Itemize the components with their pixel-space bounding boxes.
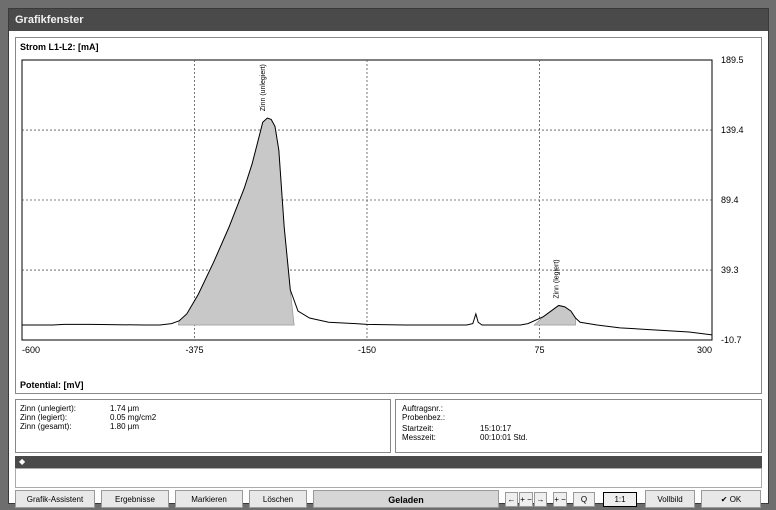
peak-fill-area [178,117,295,326]
results-panel: Zinn (unlegiert): 1.74 µm Zinn (legiert)… [15,399,391,453]
result-label: Zinn (legiert): [20,413,68,422]
info-label: Messzeit: [402,433,436,442]
info-value: 15:10:17 [480,424,512,433]
info-value: 00:10:01 Std. [480,433,528,442]
y-tick-label: 139.4 [721,125,744,135]
x-tick-label: -600 [22,345,40,355]
chart-svg[interactable]: -600 -375 -150 75 300 189.5 139.4 89.4 39.3 -10.7… [16,38,761,393]
result-label: Zinn (unlegiert): [20,404,77,413]
chart-panel: -600 -375 -150 75 300 189.5 139.4 89.4 39.3 -10.7… [15,37,762,394]
info-label: Probenbez.: [402,413,446,422]
results-button[interactable]: Ergebnisse [101,490,169,508]
ratio-1-1-button[interactable]: 1:1 [603,492,637,507]
x-tick-label: 300 [697,345,712,355]
result-value: 0.05 mg/cm2 [110,413,157,422]
result-value: 1.74 µm [110,404,140,413]
y-tick-label: 39.3 [721,265,739,275]
ok-label: OK [729,495,742,504]
y-tick-label: -10.7 [721,335,742,345]
measurement-info-panel: Auftragsnr.: Probenbez.: Startzeit: 15:1… [395,399,762,453]
x-tick-label: -150 [358,345,376,355]
y-tick-label: 189.5 [721,55,744,65]
result-value: 1.80 µm [110,422,140,431]
x-tick-label: -375 [185,345,203,355]
status-field: Geladen [313,490,499,508]
ok-button[interactable]: ✔ OK [701,490,761,508]
info-label: Auftragsnr.: [402,404,443,413]
message-area [15,468,762,488]
graph-window: Grafikfenster -600 -375 -150 75 300 189.5 139.… [8,8,769,508]
info-label: Startzeit: [402,424,434,433]
x-zoom-spinner[interactable]: + − [519,492,533,507]
window-title: Grafikfenster [9,9,768,31]
diamond-icon: ◆ [19,457,26,466]
series-line [22,117,713,336]
y-zoom-spinner[interactable]: + − [553,492,567,507]
delete-button[interactable]: Löschen [249,490,307,508]
x-axis-label: Potential: [mV] [20,380,84,390]
message-bar: ◆ [15,456,762,468]
y-tick-label: 89.4 [721,195,739,205]
checkmark-icon: ✔ [720,495,728,504]
arrow-right-icon[interactable]: → [534,492,547,507]
bottom-toolbar: Grafik-Assistent Ergebnisse Markieren Lö… [15,490,762,510]
x-tick-label: 75 [534,345,544,355]
peak-annotation: Zinn (unlegiert) [260,64,267,111]
graph-wizard-button[interactable]: Grafik-Assistent [15,490,95,508]
arrow-left-icon[interactable]: ← [505,492,518,507]
peak-annotation: Zinn (legiert) [554,259,561,298]
result-label: Zinn (gesamt): [20,422,72,431]
fullscreen-button[interactable]: Vollbild [645,490,695,508]
mark-button[interactable]: Markieren [175,490,243,508]
zoom-magnifier-icon[interactable]: Q [573,492,595,507]
y-axis-label: Strom L1-L2: [mA] [20,42,99,52]
